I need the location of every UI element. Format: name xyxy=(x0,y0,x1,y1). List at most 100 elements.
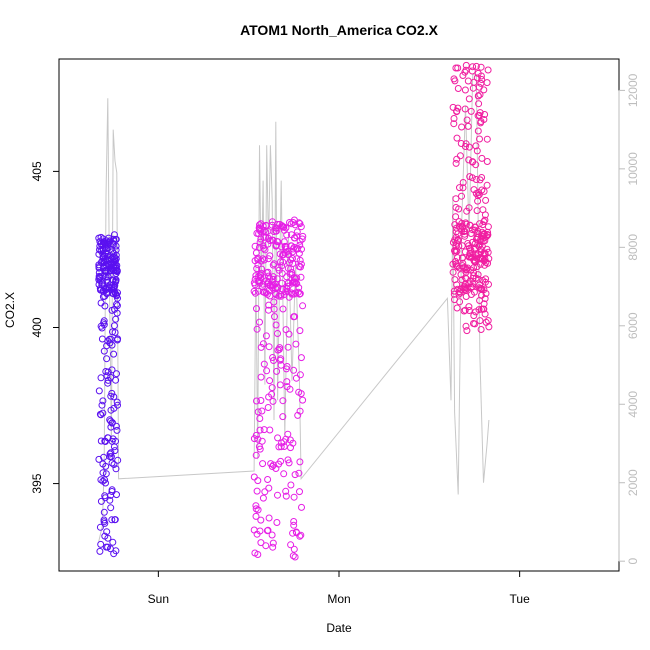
x-tick-label: Tue xyxy=(510,592,531,606)
data-point xyxy=(296,488,303,496)
data-point xyxy=(101,292,109,300)
data-point xyxy=(480,300,488,308)
data-point xyxy=(450,75,458,83)
data-point xyxy=(279,285,287,293)
data-point xyxy=(261,488,269,496)
data-point xyxy=(484,223,492,231)
data-point xyxy=(95,274,103,282)
data-point xyxy=(252,502,260,510)
data-point xyxy=(95,455,103,463)
data-point xyxy=(458,242,466,250)
data-point xyxy=(273,367,281,375)
data-point xyxy=(478,76,486,83)
data-point xyxy=(254,435,262,443)
data-point xyxy=(463,116,471,124)
data-point xyxy=(482,258,490,266)
data-point xyxy=(266,252,274,260)
data-point xyxy=(275,460,283,468)
data-point xyxy=(290,243,298,251)
data-point xyxy=(283,363,291,370)
data-point xyxy=(280,438,288,446)
data-point xyxy=(108,486,116,494)
data-point xyxy=(112,235,120,243)
data-point xyxy=(269,539,277,547)
data-point xyxy=(97,476,105,484)
y-tick-label: 400 xyxy=(30,317,44,337)
data-point xyxy=(297,273,305,281)
y-tick-label: 405 xyxy=(30,161,44,181)
data-point xyxy=(252,512,260,520)
data-point xyxy=(454,104,462,112)
data-point xyxy=(463,207,471,215)
data-point xyxy=(456,298,464,306)
data-point xyxy=(474,275,482,283)
data-point xyxy=(483,181,491,189)
data-point xyxy=(474,255,482,263)
data-point xyxy=(456,184,463,192)
data-point xyxy=(471,240,479,248)
data-point xyxy=(458,192,465,200)
data-point xyxy=(256,445,264,453)
data-point xyxy=(269,354,277,361)
data-point xyxy=(484,259,492,267)
data-point xyxy=(272,321,280,329)
data-point xyxy=(482,290,490,297)
data-point xyxy=(296,371,304,379)
data-point xyxy=(110,350,118,358)
data-point xyxy=(103,372,111,380)
data-point xyxy=(293,255,301,263)
data-point xyxy=(477,326,485,333)
data-point xyxy=(477,118,485,125)
data-point xyxy=(475,111,483,119)
data-point xyxy=(101,494,109,502)
data-point xyxy=(470,186,478,194)
data-point xyxy=(257,397,265,404)
data-point xyxy=(465,156,473,164)
data-point xyxy=(473,207,481,215)
data-point xyxy=(290,521,298,529)
data-point xyxy=(111,447,119,455)
data-point xyxy=(299,396,307,404)
data-point xyxy=(264,526,272,534)
data-point xyxy=(284,251,292,258)
data-point xyxy=(472,62,480,70)
data-point xyxy=(282,492,290,500)
data-point xyxy=(262,332,270,340)
data-point xyxy=(253,265,261,273)
plot-area xyxy=(95,61,493,561)
data-point xyxy=(292,289,300,297)
data-point xyxy=(252,431,260,439)
data-point xyxy=(482,196,490,204)
data-point xyxy=(469,63,477,71)
data-point xyxy=(95,264,103,272)
data-point xyxy=(459,223,467,231)
data-point xyxy=(276,381,284,389)
data-point xyxy=(292,340,300,348)
data-point xyxy=(481,211,489,219)
data-point xyxy=(287,481,295,489)
data-point xyxy=(485,280,492,288)
data-point xyxy=(112,315,120,323)
data-point xyxy=(475,242,483,250)
data-point xyxy=(257,516,265,524)
data-point xyxy=(106,281,114,289)
data-point xyxy=(284,247,292,255)
data-point xyxy=(107,267,115,275)
data-point xyxy=(474,230,482,237)
data-point xyxy=(108,306,116,314)
data-point xyxy=(291,278,299,286)
data-point xyxy=(257,373,265,381)
data-point xyxy=(253,530,261,538)
data-point xyxy=(265,484,273,492)
data-point xyxy=(284,282,292,290)
data-point xyxy=(472,190,480,197)
data-point xyxy=(453,263,461,271)
data-point xyxy=(458,276,466,284)
data-point xyxy=(474,92,482,100)
data-point xyxy=(100,347,108,355)
data-point xyxy=(476,91,484,99)
data-point xyxy=(461,232,469,240)
data-point xyxy=(454,64,462,72)
data-point xyxy=(259,460,267,468)
data-point xyxy=(109,248,117,256)
